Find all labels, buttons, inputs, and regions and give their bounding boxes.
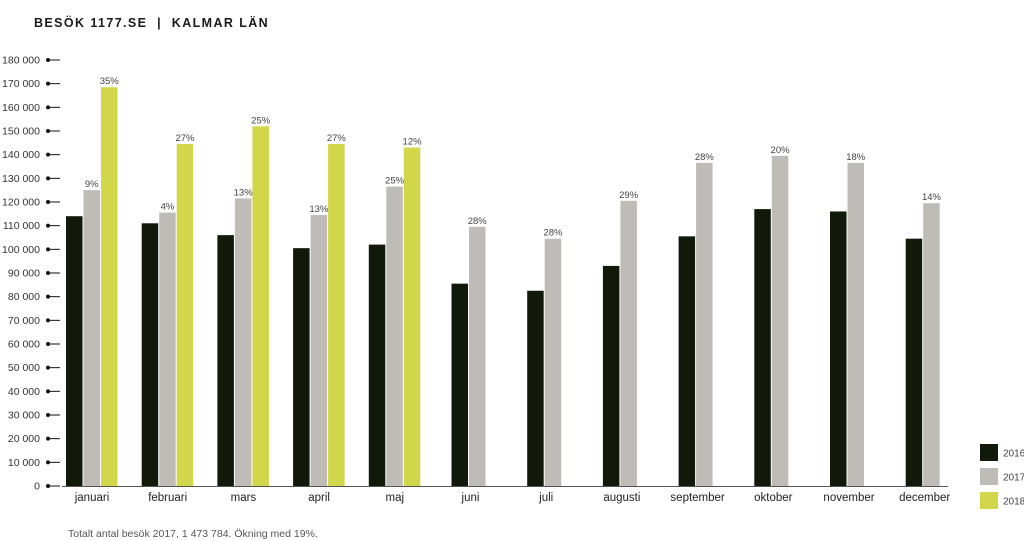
legend-swatch-2017: [980, 468, 998, 485]
y-tick-label: 40 000: [8, 386, 40, 398]
bar-2016-september: [678, 236, 696, 486]
y-tick-label: 100 000: [2, 244, 40, 256]
y-tick-label: 20 000: [8, 433, 40, 445]
x-tick-label: augusti: [603, 492, 640, 504]
bar-2016-april: [293, 248, 310, 486]
bar-2017-juni: [469, 226, 486, 486]
y-tick-label: 120 000: [2, 197, 40, 209]
x-tick-label: februari: [148, 492, 187, 504]
bar-2018-mars: [252, 126, 269, 487]
x-tick-label: maj: [386, 492, 405, 504]
bar-2017-februari: [159, 212, 176, 486]
data-label-2018-april: 27%: [327, 133, 347, 144]
y-tick-label: 50 000: [8, 362, 40, 374]
bar-2016-juli: [527, 290, 544, 486]
bar-2017-januari: [83, 190, 100, 486]
y-tick-label: 90 000: [8, 268, 40, 280]
y-tick-label: 150 000: [2, 126, 40, 138]
legend-swatch-2016: [980, 444, 998, 461]
bar-2017-mars: [234, 198, 252, 486]
bar-2017-augusti: [620, 200, 637, 487]
data-label-2017-maj: 25%: [385, 176, 405, 187]
bar-2017-maj: [386, 186, 403, 486]
y-tick-label: 30 000: [8, 410, 40, 422]
bar-2016-november: [830, 211, 847, 486]
data-label-2018-maj: 12%: [403, 137, 423, 148]
legend-swatch-2018: [980, 492, 998, 509]
bar-2018-april: [328, 144, 345, 486]
bar-2016-augusti: [602, 265, 620, 486]
data-label-2017-september: 28%: [695, 152, 715, 163]
bar-2018-januari: [101, 87, 118, 486]
y-tick-label: 110 000: [3, 220, 40, 232]
y-tick-label: 170 000: [2, 78, 40, 90]
bar-2017-juli: [544, 238, 562, 486]
bar-2016-januari: [66, 216, 83, 486]
value-labels: 9% 35% 4% 27% 13% 25% 13% 27% 25% 12% 28% 28% 29% 28%…: [85, 76, 942, 238]
bar-2016-maj: [368, 244, 386, 486]
y-tick-label: 140 000: [2, 149, 40, 161]
data-label-2018-januari: 35%: [100, 76, 120, 87]
data-label-2017-november: 18%: [846, 152, 866, 163]
data-label-2017-mars: 13%: [234, 187, 254, 198]
bar-2016-december: [905, 238, 923, 486]
bar-2017-september: [696, 162, 713, 486]
x-tick-label: mars: [231, 492, 257, 504]
data-label-2017-januari: 9%: [85, 179, 99, 190]
y-axis: 0 10 000 20 000 30 000 40 000 50 000 60 000 70 …: [2, 55, 60, 493]
y-tick-label: 70 000: [8, 315, 40, 327]
footnote: Totalt antal besök 2017, 1 473 784. Ökni…: [68, 528, 318, 540]
bar-2016-oktober: [754, 209, 771, 486]
bar-2018-februari: [176, 144, 194, 486]
chart-title: BESÖK 1177.SE | KALMAR LÄN: [34, 16, 270, 30]
x-tick-label: oktober: [754, 492, 793, 504]
x-tick-label: september: [670, 492, 725, 504]
x-tick-label: juli: [538, 492, 553, 504]
x-tick-label: juni: [461, 492, 480, 504]
x-tick-label: december: [899, 492, 950, 504]
x-tick-label: november: [823, 492, 874, 504]
bar-2017-november: [847, 162, 864, 486]
legend: 2016 2017 2018: [980, 444, 1024, 509]
y-tick-label: 80 000: [8, 291, 40, 303]
bar-2016-februari: [141, 223, 159, 487]
bar-2018-maj: [403, 147, 421, 487]
y-tick-label: 180 000: [2, 55, 40, 67]
data-label-2017-april: 13%: [309, 204, 329, 215]
bar-2016-mars: [217, 235, 234, 486]
bar-2017-december: [923, 203, 940, 486]
y-tick-label: 160 000: [2, 102, 40, 114]
data-label-2017-juni: 28%: [468, 216, 488, 227]
x-tick-label: januari: [74, 492, 110, 504]
legend-label-2016: 2016: [1003, 449, 1024, 460]
x-tick-label: april: [308, 492, 330, 504]
bars: [66, 87, 940, 487]
bar-2017-april: [310, 215, 328, 486]
y-tick-label: 10 000: [8, 457, 40, 469]
bar-2016-juni: [451, 283, 468, 486]
data-label-2018-mars: 25%: [251, 115, 271, 126]
data-label-2017-februari: 4%: [161, 202, 175, 213]
data-label-2018-februari: 27%: [175, 133, 195, 144]
legend-label-2017: 2017: [1003, 473, 1024, 484]
data-label-2017-december: 14%: [922, 192, 942, 203]
y-tick-label: 0: [34, 481, 40, 493]
data-label-2017-juli: 28%: [543, 228, 563, 239]
data-label-2017-oktober: 20%: [771, 145, 791, 156]
legend-label-2018: 2018: [1003, 497, 1024, 508]
bar-2017-oktober: [771, 155, 789, 486]
x-axis: januari februari mars april maj juni juli augus…: [62, 486, 950, 504]
data-label-2017-augusti: 29%: [619, 190, 639, 201]
y-tick-label: 60 000: [8, 339, 40, 351]
y-tick-label: 130 000: [2, 173, 40, 185]
